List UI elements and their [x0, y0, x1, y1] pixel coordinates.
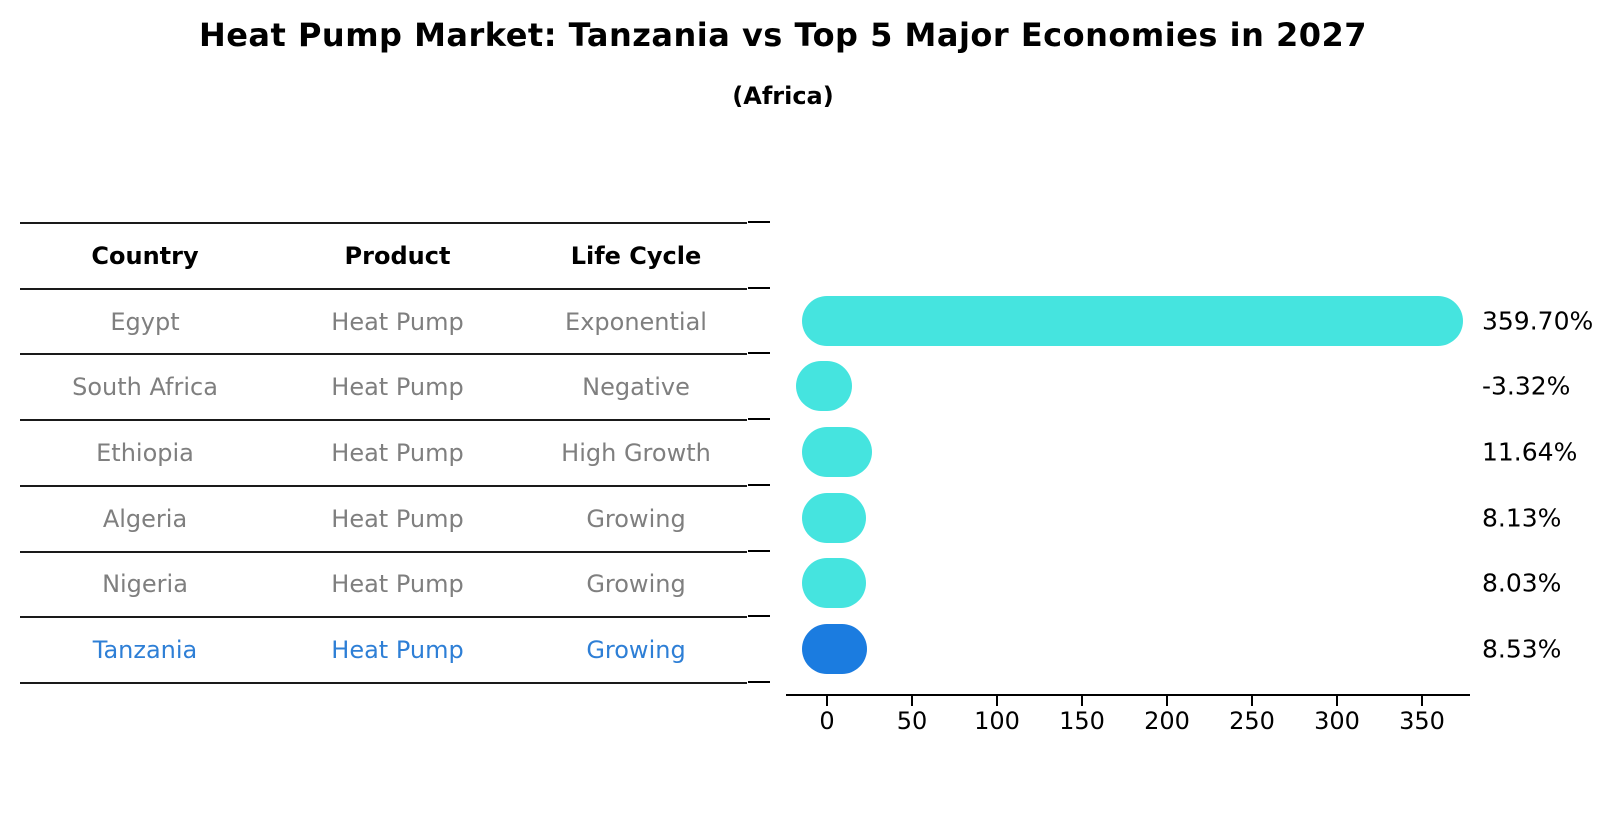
- table-row: Nigeria Heat Pump Growing: [20, 553, 747, 619]
- x-axis-tick-label: 50: [896, 707, 928, 735]
- x-axis-tick-label: 200: [1144, 707, 1190, 735]
- table-row: South Africa Heat Pump Negative: [20, 355, 747, 422]
- life-cycle-cell: Negative: [582, 373, 690, 402]
- product-cell: Heat Pump: [331, 373, 464, 402]
- y-axis-tick: [748, 549, 770, 552]
- country-cell: Algeria: [102, 504, 188, 533]
- bar-value-label: 359.70%: [1482, 306, 1594, 336]
- bar-algeria: [802, 492, 866, 543]
- table-header-country: Country: [91, 241, 199, 270]
- y-axis-tick: [748, 615, 770, 618]
- x-axis-tick-label: 100: [974, 707, 1020, 735]
- product-cell: Heat Pump: [331, 504, 464, 533]
- country-cell: Nigeria: [102, 570, 188, 599]
- x-axis-tick: [826, 696, 828, 706]
- life-cycle-cell: Growing: [586, 570, 686, 599]
- x-axis-tick: [911, 696, 913, 706]
- x-axis-tick: [1421, 696, 1423, 706]
- y-axis-tick: [748, 352, 770, 355]
- bar-egypt: [802, 295, 1464, 346]
- y-axis-tick: [748, 221, 770, 223]
- bar-tanzania: [802, 624, 867, 675]
- table-row: Tanzania Heat Pump Growing: [20, 618, 747, 684]
- bar-ethiopia: [802, 426, 872, 477]
- x-axis-spine: [786, 694, 1470, 696]
- product-cell: Heat Pump: [331, 307, 464, 336]
- x-axis-tick: [1251, 696, 1253, 706]
- table-row: Ethiopia Heat Pump High Growth: [20, 421, 747, 487]
- table-row: Algeria Heat Pump Growing: [20, 487, 747, 553]
- table-row: Egypt Heat Pump Exponential: [20, 290, 747, 356]
- y-axis-tick: [748, 680, 770, 683]
- bar-nigeria: [802, 558, 866, 609]
- country-cell: Tanzania: [92, 636, 198, 665]
- x-axis-tick-label: 300: [1314, 707, 1360, 735]
- bar-value-label: 8.53%: [1482, 634, 1562, 664]
- table-header-product: Product: [344, 241, 451, 270]
- x-axis-tick-label: 350: [1399, 707, 1445, 735]
- bar-south-africa: [796, 361, 852, 412]
- life-cycle-cell: Growing: [586, 504, 686, 533]
- y-axis-tick: [748, 418, 770, 421]
- country-cell: Ethiopia: [96, 438, 194, 467]
- y-axis-tick: [748, 483, 770, 486]
- comparison-table: Country Product Life Cycle Egypt Heat Pum…: [20, 222, 747, 684]
- product-cell: Heat Pump: [331, 636, 464, 665]
- x-axis-tick: [1336, 696, 1338, 706]
- chart-subtitle: (Africa): [732, 82, 834, 110]
- product-cell: Heat Pump: [331, 570, 464, 599]
- chart-title: Heat Pump Market: Tanzania vs Top 5 Majo…: [198, 16, 1368, 54]
- life-cycle-cell: High Growth: [561, 438, 711, 467]
- bar-value-label: -3.32%: [1482, 371, 1571, 401]
- product-cell: Heat Pump: [331, 438, 464, 467]
- x-axis-tick: [996, 696, 998, 706]
- table-header-life-cycle: Life Cycle: [570, 241, 702, 270]
- country-cell: South Africa: [72, 373, 218, 402]
- x-axis-tick: [1081, 696, 1083, 706]
- y-axis-tick: [748, 286, 770, 289]
- x-axis-tick-label: 250: [1229, 707, 1275, 735]
- x-axis-tick-label: 0: [819, 707, 835, 735]
- x-axis-tick: [1166, 696, 1168, 706]
- table-header-row: Country Product Life Cycle: [20, 224, 747, 290]
- bar-value-label: 11.64%: [1482, 437, 1578, 467]
- bar-value-label: 8.03%: [1482, 568, 1562, 598]
- table-body: Egypt Heat Pump Exponential South Africa Hea…: [20, 290, 747, 684]
- country-cell: Egypt: [110, 307, 180, 336]
- life-cycle-cell: Growing: [586, 636, 686, 665]
- life-cycle-cell: Exponential: [565, 307, 707, 336]
- bar-value-label: 8.13%: [1482, 503, 1562, 533]
- x-axis-tick-label: 150: [1059, 707, 1105, 735]
